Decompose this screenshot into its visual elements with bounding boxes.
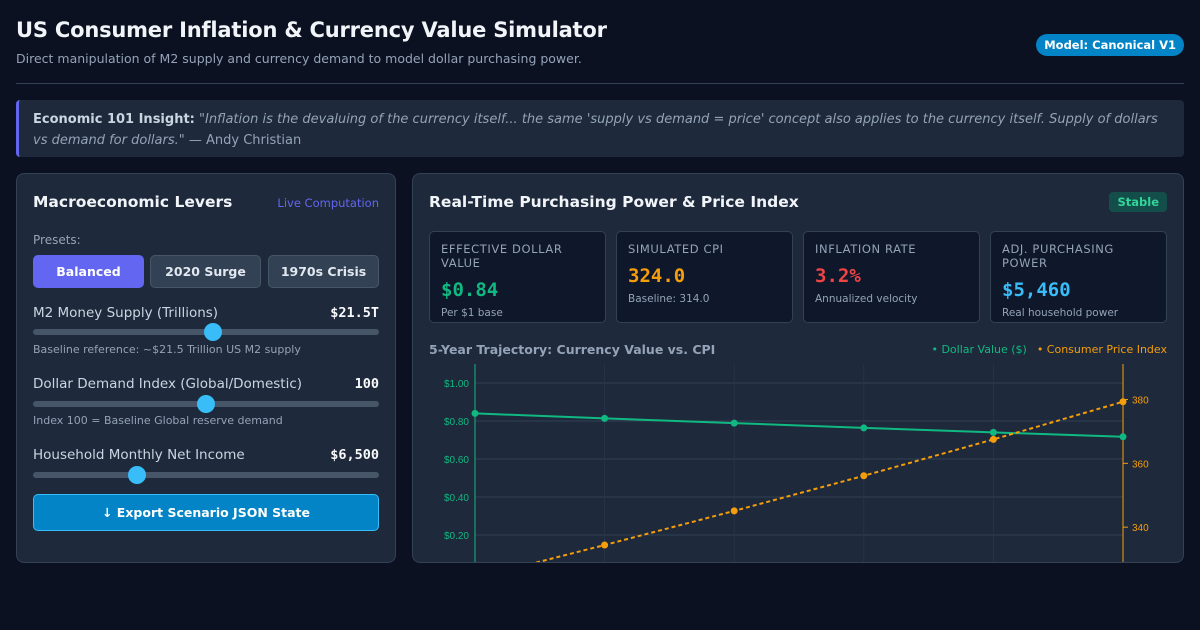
metric-label: Effective Dollar Value	[441, 242, 563, 270]
m2-supply-label: M2 Money Supply (Trillions)	[33, 305, 219, 321]
y-left-tick-label: $1.00	[444, 379, 469, 390]
presets-label: Presets:	[33, 233, 81, 247]
y-left-tick-label: $0.40	[444, 493, 469, 504]
metric-label: Adj. Purchasing Power	[1002, 242, 1114, 270]
m2-supply-slider-thumb[interactable]	[203, 323, 222, 341]
dollar-value-point	[601, 414, 609, 422]
cpi-point	[989, 435, 997, 443]
cpi-point	[601, 541, 609, 549]
insight-label: Economic 101 Insight:	[33, 112, 195, 127]
preset-1970s-crisis-button[interactable]: 1970s Crisis	[268, 255, 379, 288]
live-computation-label: Live Computation	[277, 196, 379, 210]
dollar-value-point	[471, 409, 479, 417]
dollar-demand-note: Index 100 = Baseline Global reserve dema…	[33, 414, 283, 427]
metric-note: Per $1 base	[441, 307, 503, 319]
metric-card-dollar-value: Effective Dollar Value $0.84 Per $1 base	[429, 231, 606, 323]
levers-panel: Macroeconomic Levers Live Computation Pr…	[16, 173, 396, 563]
dollar-demand-label: Dollar Demand Index (Global/Domestic)	[33, 376, 303, 392]
m2-supply-slider[interactable]	[33, 323, 379, 341]
y-right-tick-label: 360	[1132, 459, 1149, 470]
dollar-demand-value: 100	[354, 376, 379, 392]
metric-note: Real household power	[1002, 307, 1119, 319]
metric-label: Inflation Rate	[815, 242, 917, 256]
status-badge: Stable	[1109, 192, 1167, 212]
dollar-value-point	[730, 419, 738, 427]
insight-attribution: — Andy Christian	[188, 133, 302, 148]
page-subtitle: Direct manipulation of M2 supply and cur…	[16, 51, 582, 66]
y-left-tick-label: $0.60	[444, 455, 469, 466]
insight-callout: Economic 101 Insight: "Inflation is the …	[16, 100, 1184, 157]
dollar-value-point	[860, 424, 868, 432]
legend-dollar-value: • Dollar Value ($)	[931, 343, 1027, 356]
m2-supply-value: $21.5T	[330, 305, 379, 321]
metric-value: $0.84	[441, 279, 499, 301]
header: US Consumer Inflation & Currency Value S…	[16, 18, 1184, 66]
metric-note: Baseline: 314.0	[628, 293, 710, 305]
chart-legend: • Dollar Value ($) • Consumer Price Inde…	[931, 343, 1167, 356]
dollar-value-line	[474, 412, 1124, 438]
household-income-slider-thumb[interactable]	[127, 466, 146, 484]
metric-value: 3.2%	[815, 265, 861, 287]
legend-cpi: • Consumer Price Index	[1036, 343, 1167, 356]
metric-label: Simulated CPI	[628, 242, 724, 256]
y-left-tick-label: $0.20	[444, 531, 469, 542]
dollar-value-point	[989, 428, 997, 436]
model-badge[interactable]: Model: Canonical V1	[1036, 34, 1184, 56]
cpi-point	[730, 507, 738, 515]
metric-note: Annualized velocity	[815, 293, 918, 305]
dashboard-panel: Real-Time Purchasing Power & Price Index…	[412, 173, 1184, 563]
metric-card-cpi: Simulated CPI 324.0 Baseline: 314.0	[616, 231, 793, 323]
metric-value: $5,460	[1002, 279, 1071, 301]
dollar-demand-slider[interactable]	[33, 395, 379, 413]
household-income-label: Household Monthly Net Income	[33, 447, 245, 463]
levers-title: Macroeconomic Levers	[33, 193, 233, 211]
dollar-demand-slider-thumb[interactable]	[197, 395, 215, 413]
y-right-tick-label: 340	[1132, 523, 1149, 534]
cpi-point	[1119, 398, 1127, 406]
chart-title: 5-Year Trajectory: Currency Value vs. CP…	[429, 342, 716, 357]
y-left-tick-label: $0.80	[444, 417, 469, 428]
metric-card-purchasing-power: Adj. Purchasing Power $5,460 Real househ…	[990, 231, 1167, 323]
y-right-tick-label: 380	[1132, 396, 1149, 407]
insight-quote: "Inflation is the devaluing of the curre…	[33, 112, 1158, 148]
page-title: US Consumer Inflation & Currency Value S…	[16, 18, 607, 42]
metric-card-inflation-rate: Inflation Rate 3.2% Annualized velocity	[803, 231, 980, 323]
household-income-value: $6,500	[330, 447, 379, 463]
household-income-slider[interactable]	[33, 466, 379, 484]
m2-supply-note: Baseline reference: ~$21.5 Trillion US M…	[33, 343, 301, 356]
export-json-button[interactable]: ↓ Export Scenario JSON State	[33, 494, 379, 531]
dashboard-title: Real-Time Purchasing Power & Price Index	[429, 193, 799, 211]
trajectory-chart: $1.00$0.80$0.60$0.40$0.20380360340320	[444, 364, 1149, 562]
metric-value: 324.0	[628, 265, 686, 287]
dollar-value-point	[1119, 433, 1127, 441]
preset-2020-surge-button[interactable]: 2020 Surge	[150, 255, 261, 288]
cpi-point	[860, 472, 868, 480]
preset-balanced-button[interactable]: Balanced	[33, 255, 144, 288]
header-divider	[16, 83, 1184, 84]
